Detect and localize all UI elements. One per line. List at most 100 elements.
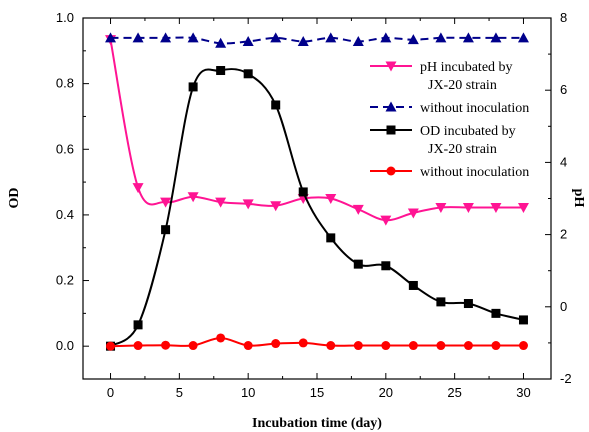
data-point (407, 34, 419, 45)
y-axis-label: OD (7, 188, 22, 209)
legend-item: without inoculation (370, 101, 529, 116)
data-point (517, 32, 529, 43)
y2-tick-label: -2 (560, 371, 572, 386)
x-tick-label: 20 (379, 385, 393, 400)
data-point (105, 32, 117, 43)
y2-tick-label: 2 (560, 227, 567, 242)
data-point (381, 261, 391, 271)
series-1 (105, 32, 529, 48)
legend-swatch-marker (385, 61, 397, 72)
data-point (463, 299, 473, 309)
data-point (160, 197, 172, 208)
data-point (161, 225, 171, 235)
y-tick-label: 0.0 (56, 338, 74, 353)
y-tick-label: 0.8 (56, 76, 74, 91)
legend-label: OD incubated by (420, 124, 516, 139)
series-line (110, 336, 524, 348)
data-point (353, 341, 363, 351)
x-axis-label: Incubation time (day) (252, 416, 382, 431)
data-point (463, 341, 473, 351)
x-tick-label: 5 (176, 385, 183, 400)
data-point (518, 341, 528, 351)
data-point (133, 341, 143, 351)
data-point (326, 341, 336, 351)
y2-tick-label: 8 (560, 10, 567, 25)
data-point (187, 32, 199, 43)
y-tick-label: 0.4 (56, 207, 74, 222)
data-point (242, 35, 254, 46)
data-point (242, 199, 254, 210)
legend-label: pH incubated by (420, 60, 513, 75)
data-point (407, 208, 419, 219)
legend-label: without inoculation (420, 101, 529, 116)
x-tick-label: 15 (310, 385, 324, 400)
data-point (215, 37, 227, 48)
x-tick-label: 25 (447, 385, 461, 400)
data-point (325, 32, 337, 43)
data-point (187, 192, 199, 203)
data-point (491, 341, 501, 351)
series-2 (106, 66, 528, 351)
data-point (270, 201, 282, 212)
y2-tick-label: 0 (560, 299, 567, 314)
data-point (435, 32, 447, 43)
data-point (408, 341, 418, 351)
data-point (352, 35, 364, 46)
data-point (161, 340, 171, 350)
data-point (436, 297, 446, 307)
x-tick-label: 30 (516, 385, 530, 400)
data-point (188, 82, 198, 92)
data-point (188, 341, 198, 351)
data-point (270, 32, 282, 43)
data-point (353, 259, 363, 269)
data-point (380, 215, 392, 226)
legend-item: without inoculation (370, 165, 529, 180)
data-point (298, 187, 308, 197)
data-point (491, 308, 501, 318)
data-point (408, 280, 418, 290)
data-point (462, 32, 474, 43)
y-tick-label: 0.2 (56, 273, 74, 288)
data-point (298, 338, 308, 348)
data-point (518, 315, 528, 325)
data-point (490, 203, 502, 214)
x-tick-label: 10 (241, 385, 255, 400)
y2-tick-label: 4 (560, 154, 567, 169)
y-tick-label: 0.6 (56, 141, 74, 156)
legend-swatch-marker (386, 125, 396, 135)
data-point (271, 100, 281, 110)
data-point (326, 233, 336, 243)
data-point (381, 341, 391, 351)
series-3 (106, 333, 528, 351)
series-line (110, 36, 524, 45)
data-point (517, 203, 529, 214)
data-point (352, 204, 364, 215)
data-point (435, 203, 447, 214)
data-point (243, 69, 253, 79)
data-point (215, 197, 227, 208)
data-point (132, 183, 144, 194)
data-point (462, 203, 474, 214)
data-point (132, 32, 144, 43)
data-point (325, 194, 337, 204)
y2-tick-label: 6 (560, 82, 567, 97)
legend-swatch-marker (386, 166, 396, 176)
data-point (490, 32, 502, 43)
legend-label: JX-20 strain (428, 78, 497, 93)
data-point (160, 32, 172, 43)
legend-label: JX-20 strain (428, 142, 497, 157)
x-tick-label: 0 (107, 385, 114, 400)
legend-label: without inoculation (420, 165, 529, 180)
y2-axis-label: pH (571, 189, 586, 208)
legend-item: OD incubated by JX-20 strain (370, 124, 516, 157)
legend-swatch-marker (385, 101, 397, 112)
data-point (436, 341, 446, 351)
data-point (216, 66, 226, 76)
legend-item: pH incubated by JX-20 strain (370, 60, 513, 93)
data-point (133, 320, 143, 330)
data-point (271, 339, 281, 349)
data-point (106, 341, 116, 351)
data-point (243, 341, 253, 351)
data-point (380, 32, 392, 43)
